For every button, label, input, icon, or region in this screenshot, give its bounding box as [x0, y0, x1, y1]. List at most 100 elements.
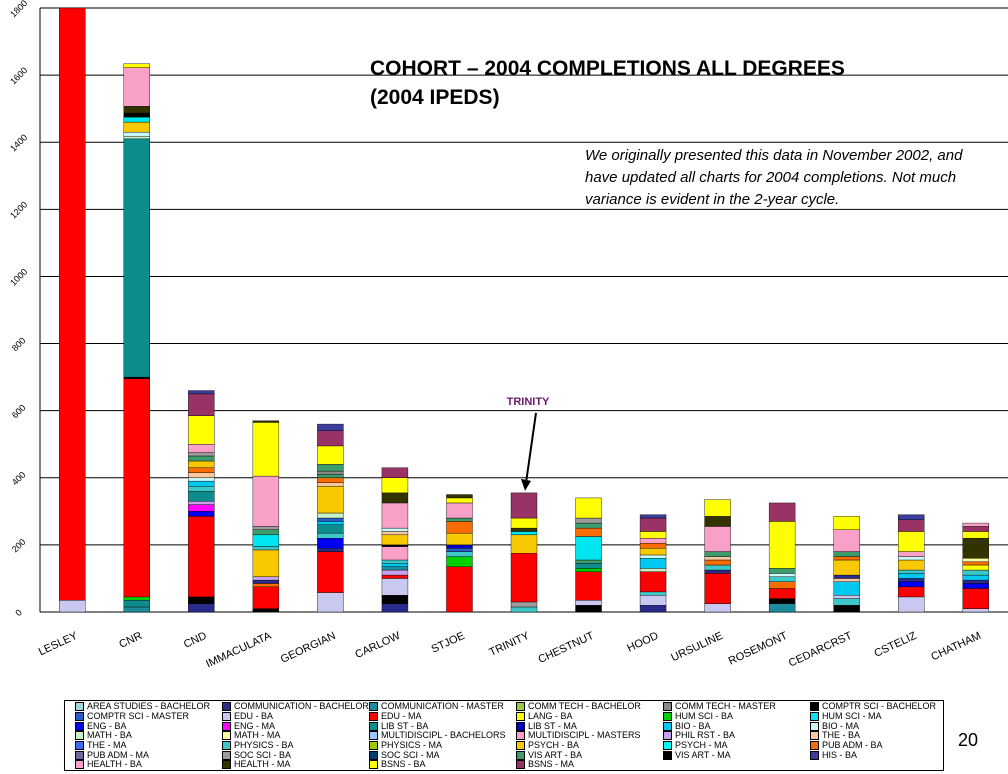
bar-segment [898, 581, 925, 588]
bar-segment [123, 63, 151, 68]
bar-segment [252, 583, 280, 588]
bar-segment [962, 574, 989, 581]
bar-segment [381, 531, 409, 536]
bar-segment [317, 445, 344, 465]
legend-item: VIS ART - MA [663, 750, 810, 760]
bar-segment [898, 586, 925, 598]
bar-segment [123, 67, 151, 107]
annotation-label: TRINITY [507, 396, 550, 408]
bar-segment [381, 559, 409, 564]
bar-segment [898, 531, 925, 552]
bar-segment [575, 497, 602, 519]
legend-label: PSYCH - BA [528, 740, 580, 751]
bar-segment [317, 551, 344, 593]
bar-segment [252, 608, 280, 613]
legend-label: PUB ADM - MA [87, 749, 150, 760]
bar-segment [381, 569, 409, 576]
bar-segment [188, 460, 215, 468]
legend-label: HUM SCI - BA [675, 711, 734, 722]
legend-swatch [663, 712, 672, 722]
legend-swatch [810, 750, 819, 760]
bar-segment [123, 606, 151, 613]
bar-segment [381, 492, 409, 504]
bar-segment [962, 588, 989, 609]
bar-segment [898, 559, 925, 571]
bar-segment [188, 485, 215, 492]
bar-segment [59, 7, 86, 601]
bar-segment [381, 595, 409, 604]
legend-swatch [516, 750, 525, 760]
legend-swatch [75, 760, 84, 770]
bar-segment [446, 556, 473, 567]
y-tick-label: 200 [10, 537, 28, 555]
bar-segment [317, 524, 344, 534]
y-tick-label: 1600 [8, 65, 29, 86]
legend-item: COMPTR SCI - BACHELOR [810, 702, 957, 712]
legend-label: PSYCH - MA [675, 740, 728, 751]
legend-swatch [663, 731, 672, 741]
bar-segment [575, 536, 602, 561]
x-tick-label: HOOD [625, 630, 660, 655]
bar-segment [252, 534, 280, 547]
bar-segment [317, 482, 344, 487]
legend-swatch [516, 712, 525, 722]
bar-segment [252, 475, 280, 527]
bar-segment [123, 112, 151, 118]
bar-segment [317, 485, 344, 514]
y-tick-label: 400 [10, 470, 28, 488]
x-tick-label: ROSEMONT [727, 630, 790, 668]
bar-segment [317, 470, 344, 475]
bar-segment [188, 455, 215, 462]
bar-segment [962, 561, 989, 566]
legend-swatch [516, 741, 525, 751]
bar-segment [252, 546, 280, 551]
bar-segment [639, 571, 667, 593]
bar-segment [252, 422, 280, 477]
bar-segment [188, 472, 215, 478]
legend-label: SOC SCI - BA [234, 749, 292, 760]
bar-segment [962, 579, 989, 584]
legend-label: THE - MA [87, 740, 127, 751]
bar-segment [510, 606, 538, 613]
legend-swatch [222, 750, 231, 760]
bar-segment [898, 573, 925, 579]
x-tick-label: CND [182, 630, 209, 651]
bar-segment [898, 519, 925, 532]
legend-item: PHIL RST - BA [663, 731, 810, 741]
bar-segment [446, 551, 473, 557]
bar-segment [833, 574, 860, 579]
bar-segment [833, 516, 860, 530]
bar-segment [317, 521, 344, 525]
legend-item: PHYSICS - MA [369, 741, 516, 751]
legend-item: SOC SCI - BA [222, 750, 369, 760]
bar-segment [704, 573, 731, 604]
bar-segment [381, 467, 409, 478]
bar-segment [962, 569, 989, 576]
legend-label: LANG - BA [528, 711, 573, 722]
legend-item: LIB ST - MA [516, 721, 663, 731]
bar-segment [768, 603, 796, 613]
y-tick-label: 1800 [8, 0, 29, 19]
bar-segment [188, 491, 215, 502]
legend-swatch [516, 721, 525, 731]
legend-swatch [810, 741, 819, 751]
legend-item: PUB ADM - MA [75, 750, 222, 760]
bar-segment [381, 563, 409, 567]
bar-segment [188, 504, 215, 512]
annotation-arrow [525, 412, 537, 484]
bar-segment [833, 556, 860, 561]
legend-label: MATH - MA [234, 730, 281, 741]
chart-title: COHORT – 2004 COMPLETIONS ALL DEGREES (2… [370, 57, 845, 109]
legend-swatch [663, 750, 672, 760]
bar-segment [317, 477, 344, 484]
legend-item: SOC SCI - MA [369, 750, 516, 760]
legend-item: HEALTH - MA [222, 760, 369, 770]
bar-segment [575, 568, 602, 572]
bar-segment [188, 393, 215, 416]
legend-label: MULTIDISCIPL - BACHELORS [381, 730, 506, 741]
bar-segment [510, 534, 538, 554]
x-tick-label: CHATHAM [929, 630, 983, 664]
bar-segment [381, 578, 409, 596]
bar-segment [575, 563, 602, 569]
bar-segment [381, 534, 409, 546]
